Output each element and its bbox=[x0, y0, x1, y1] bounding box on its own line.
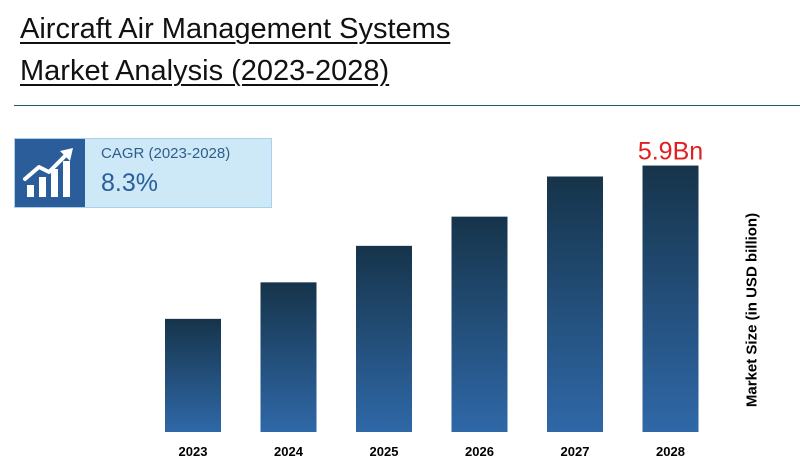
title-line-1: Aircraft Air Management Systems bbox=[20, 13, 451, 45]
y-axis-label: Market Size (in USD billion) bbox=[743, 212, 761, 408]
x-tick-2025: 2025 bbox=[370, 444, 399, 459]
annotations: 5.9Bn bbox=[638, 138, 703, 166]
cagr-label: CAGR (2023-2028) bbox=[101, 145, 231, 162]
cagr-box: CAGR (2023-2028) 8.3% bbox=[14, 138, 272, 208]
x-tick-2023: 2023 bbox=[179, 444, 208, 459]
bar-2023 bbox=[165, 318, 221, 432]
bar-group bbox=[165, 165, 699, 433]
growth-chart-icon bbox=[15, 139, 85, 207]
x-tick-2028: 2028 bbox=[656, 444, 685, 459]
title-line-2: Market Analysis (2023-2028) bbox=[20, 55, 390, 87]
x-tick-labels: 2023 2024 2025 2026 2027 2028 bbox=[179, 444, 685, 459]
bar-2027 bbox=[547, 176, 603, 432]
cagr-value: 8.3% bbox=[101, 169, 158, 197]
header-divider bbox=[14, 105, 800, 106]
bar-2028 bbox=[642, 165, 699, 433]
x-tick-2027: 2027 bbox=[561, 444, 590, 459]
page-title: Aircraft Air Management Systems Market A… bbox=[20, 8, 450, 92]
x-tick-2024: 2024 bbox=[274, 444, 304, 459]
bar-2026 bbox=[451, 216, 508, 432]
value-annotation: 5.9Bn bbox=[638, 138, 703, 166]
x-tick-2026: 2026 bbox=[465, 444, 494, 459]
bar-2025 bbox=[356, 245, 412, 432]
bar-2024 bbox=[260, 282, 317, 432]
